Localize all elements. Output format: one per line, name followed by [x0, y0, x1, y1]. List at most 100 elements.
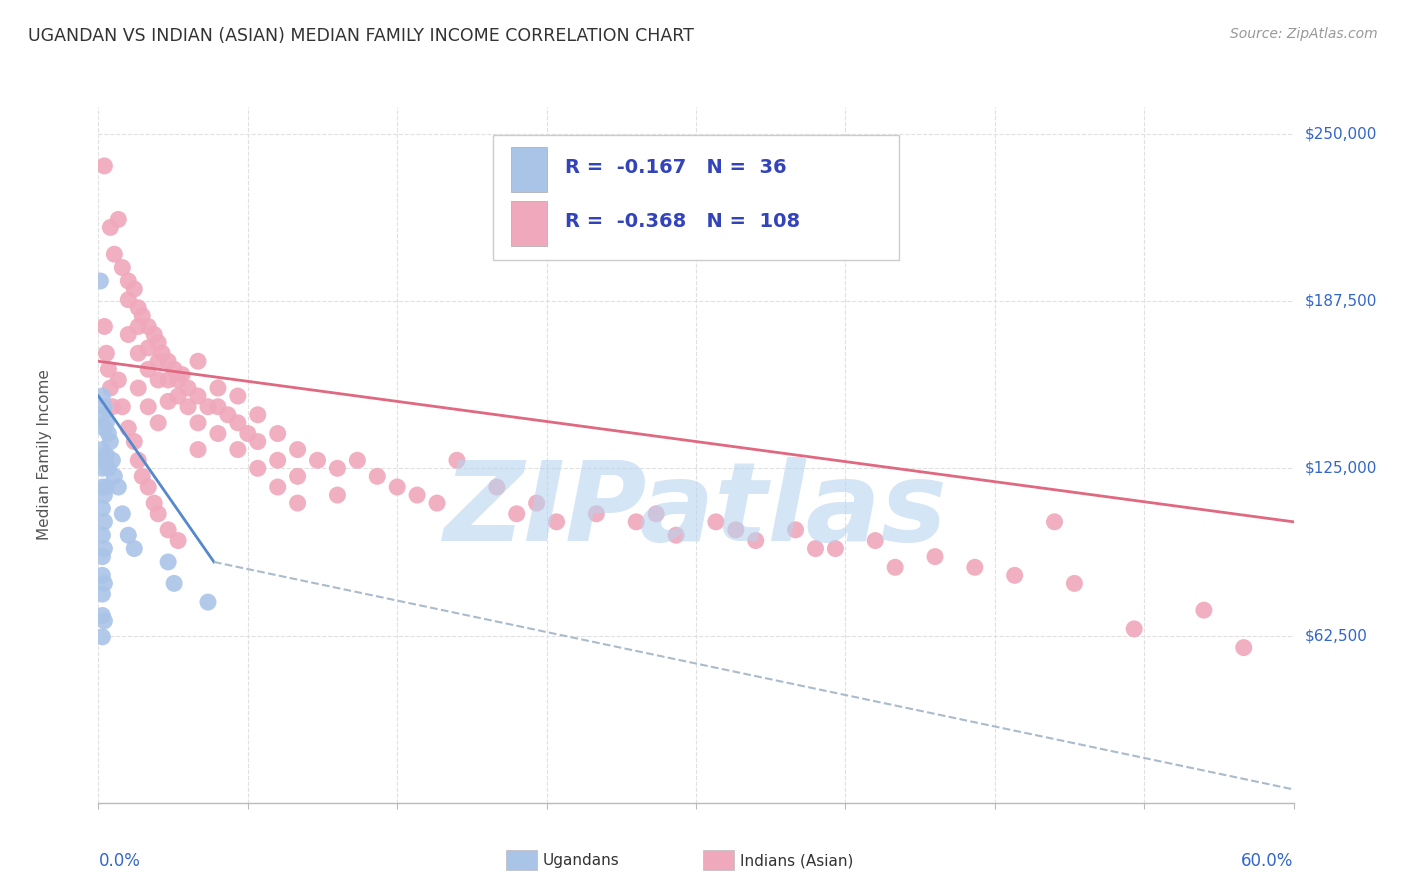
Text: ZIPatlas: ZIPatlas [444, 457, 948, 564]
Point [546, 515, 568, 529]
Point [207, 381, 229, 395]
Point [96, 480, 118, 494]
Point [127, 346, 149, 360]
Point [785, 523, 807, 537]
Point [93, 453, 115, 467]
Point [287, 469, 309, 483]
Point [226, 389, 249, 403]
Point [187, 354, 209, 368]
Point [307, 453, 329, 467]
Text: R =  -0.167   N =  36: R = -0.167 N = 36 [565, 158, 786, 178]
Point [645, 507, 668, 521]
Point [96, 346, 118, 360]
Point [111, 507, 134, 521]
Point [93, 421, 115, 435]
Point [91, 549, 114, 564]
Point [446, 453, 468, 467]
Point [150, 346, 173, 360]
Text: Median Family Income: Median Family Income [37, 369, 52, 541]
Point [97, 362, 120, 376]
Point [117, 274, 139, 288]
Point [1123, 622, 1146, 636]
Point [111, 400, 134, 414]
Point [91, 568, 114, 582]
Point [98, 220, 122, 235]
Point [124, 282, 146, 296]
Point [91, 389, 114, 403]
Point [366, 469, 388, 483]
Text: UGANDAN VS INDIAN (ASIAN) MEDIAN FAMILY INCOME CORRELATION CHART: UGANDAN VS INDIAN (ASIAN) MEDIAN FAMILY … [28, 27, 695, 45]
Point [93, 400, 115, 414]
Point [103, 469, 125, 483]
Point [585, 507, 607, 521]
Point [93, 614, 115, 628]
Point [207, 400, 229, 414]
Point [143, 496, 166, 510]
Point [246, 408, 269, 422]
Point [117, 293, 139, 307]
Point [93, 515, 115, 529]
Text: $187,500: $187,500 [1305, 293, 1376, 309]
Point [246, 461, 269, 475]
Point [267, 453, 290, 467]
Point [167, 373, 190, 387]
Point [124, 434, 146, 449]
Point [148, 373, 170, 387]
FancyBboxPatch shape [510, 146, 547, 192]
Point [89, 274, 111, 288]
Point [863, 533, 886, 548]
Text: R =  -0.368   N =  108: R = -0.368 N = 108 [565, 212, 800, 231]
Point [157, 373, 180, 387]
Text: 0.0%: 0.0% [98, 852, 141, 870]
Point [107, 373, 129, 387]
Point [217, 408, 239, 422]
Point [326, 461, 349, 475]
Point [148, 507, 170, 521]
Point [101, 453, 124, 467]
Point [226, 416, 249, 430]
Point [187, 416, 209, 430]
Point [167, 389, 190, 403]
Point [91, 461, 114, 475]
Point [157, 523, 180, 537]
Point [111, 260, 134, 275]
Point [1043, 515, 1066, 529]
Point [207, 426, 229, 441]
Point [91, 442, 114, 457]
Text: $125,000: $125,000 [1305, 461, 1376, 475]
Point [96, 416, 118, 430]
Point [148, 354, 170, 368]
Point [148, 335, 170, 350]
FancyBboxPatch shape [494, 135, 900, 260]
Point [485, 480, 508, 494]
Point [963, 560, 986, 574]
Point [117, 327, 139, 342]
Point [177, 381, 200, 395]
Point [1063, 576, 1085, 591]
Point [98, 434, 122, 449]
Point [148, 416, 170, 430]
Point [267, 480, 290, 494]
Point [163, 362, 186, 376]
Point [91, 630, 114, 644]
Point [136, 341, 159, 355]
Point [93, 576, 115, 591]
Point [226, 442, 249, 457]
Point [187, 389, 209, 403]
Point [136, 319, 159, 334]
Point [97, 426, 120, 441]
Point [136, 480, 159, 494]
Point [91, 480, 114, 494]
Point [385, 480, 409, 494]
Point [1233, 640, 1256, 655]
Point [724, 523, 747, 537]
Point [1004, 568, 1026, 582]
Text: $250,000: $250,000 [1305, 127, 1376, 141]
Point [157, 394, 180, 409]
Point [107, 480, 129, 494]
FancyBboxPatch shape [510, 201, 547, 246]
Point [131, 469, 153, 483]
Point [745, 533, 768, 548]
Point [197, 400, 219, 414]
Point [91, 587, 114, 601]
